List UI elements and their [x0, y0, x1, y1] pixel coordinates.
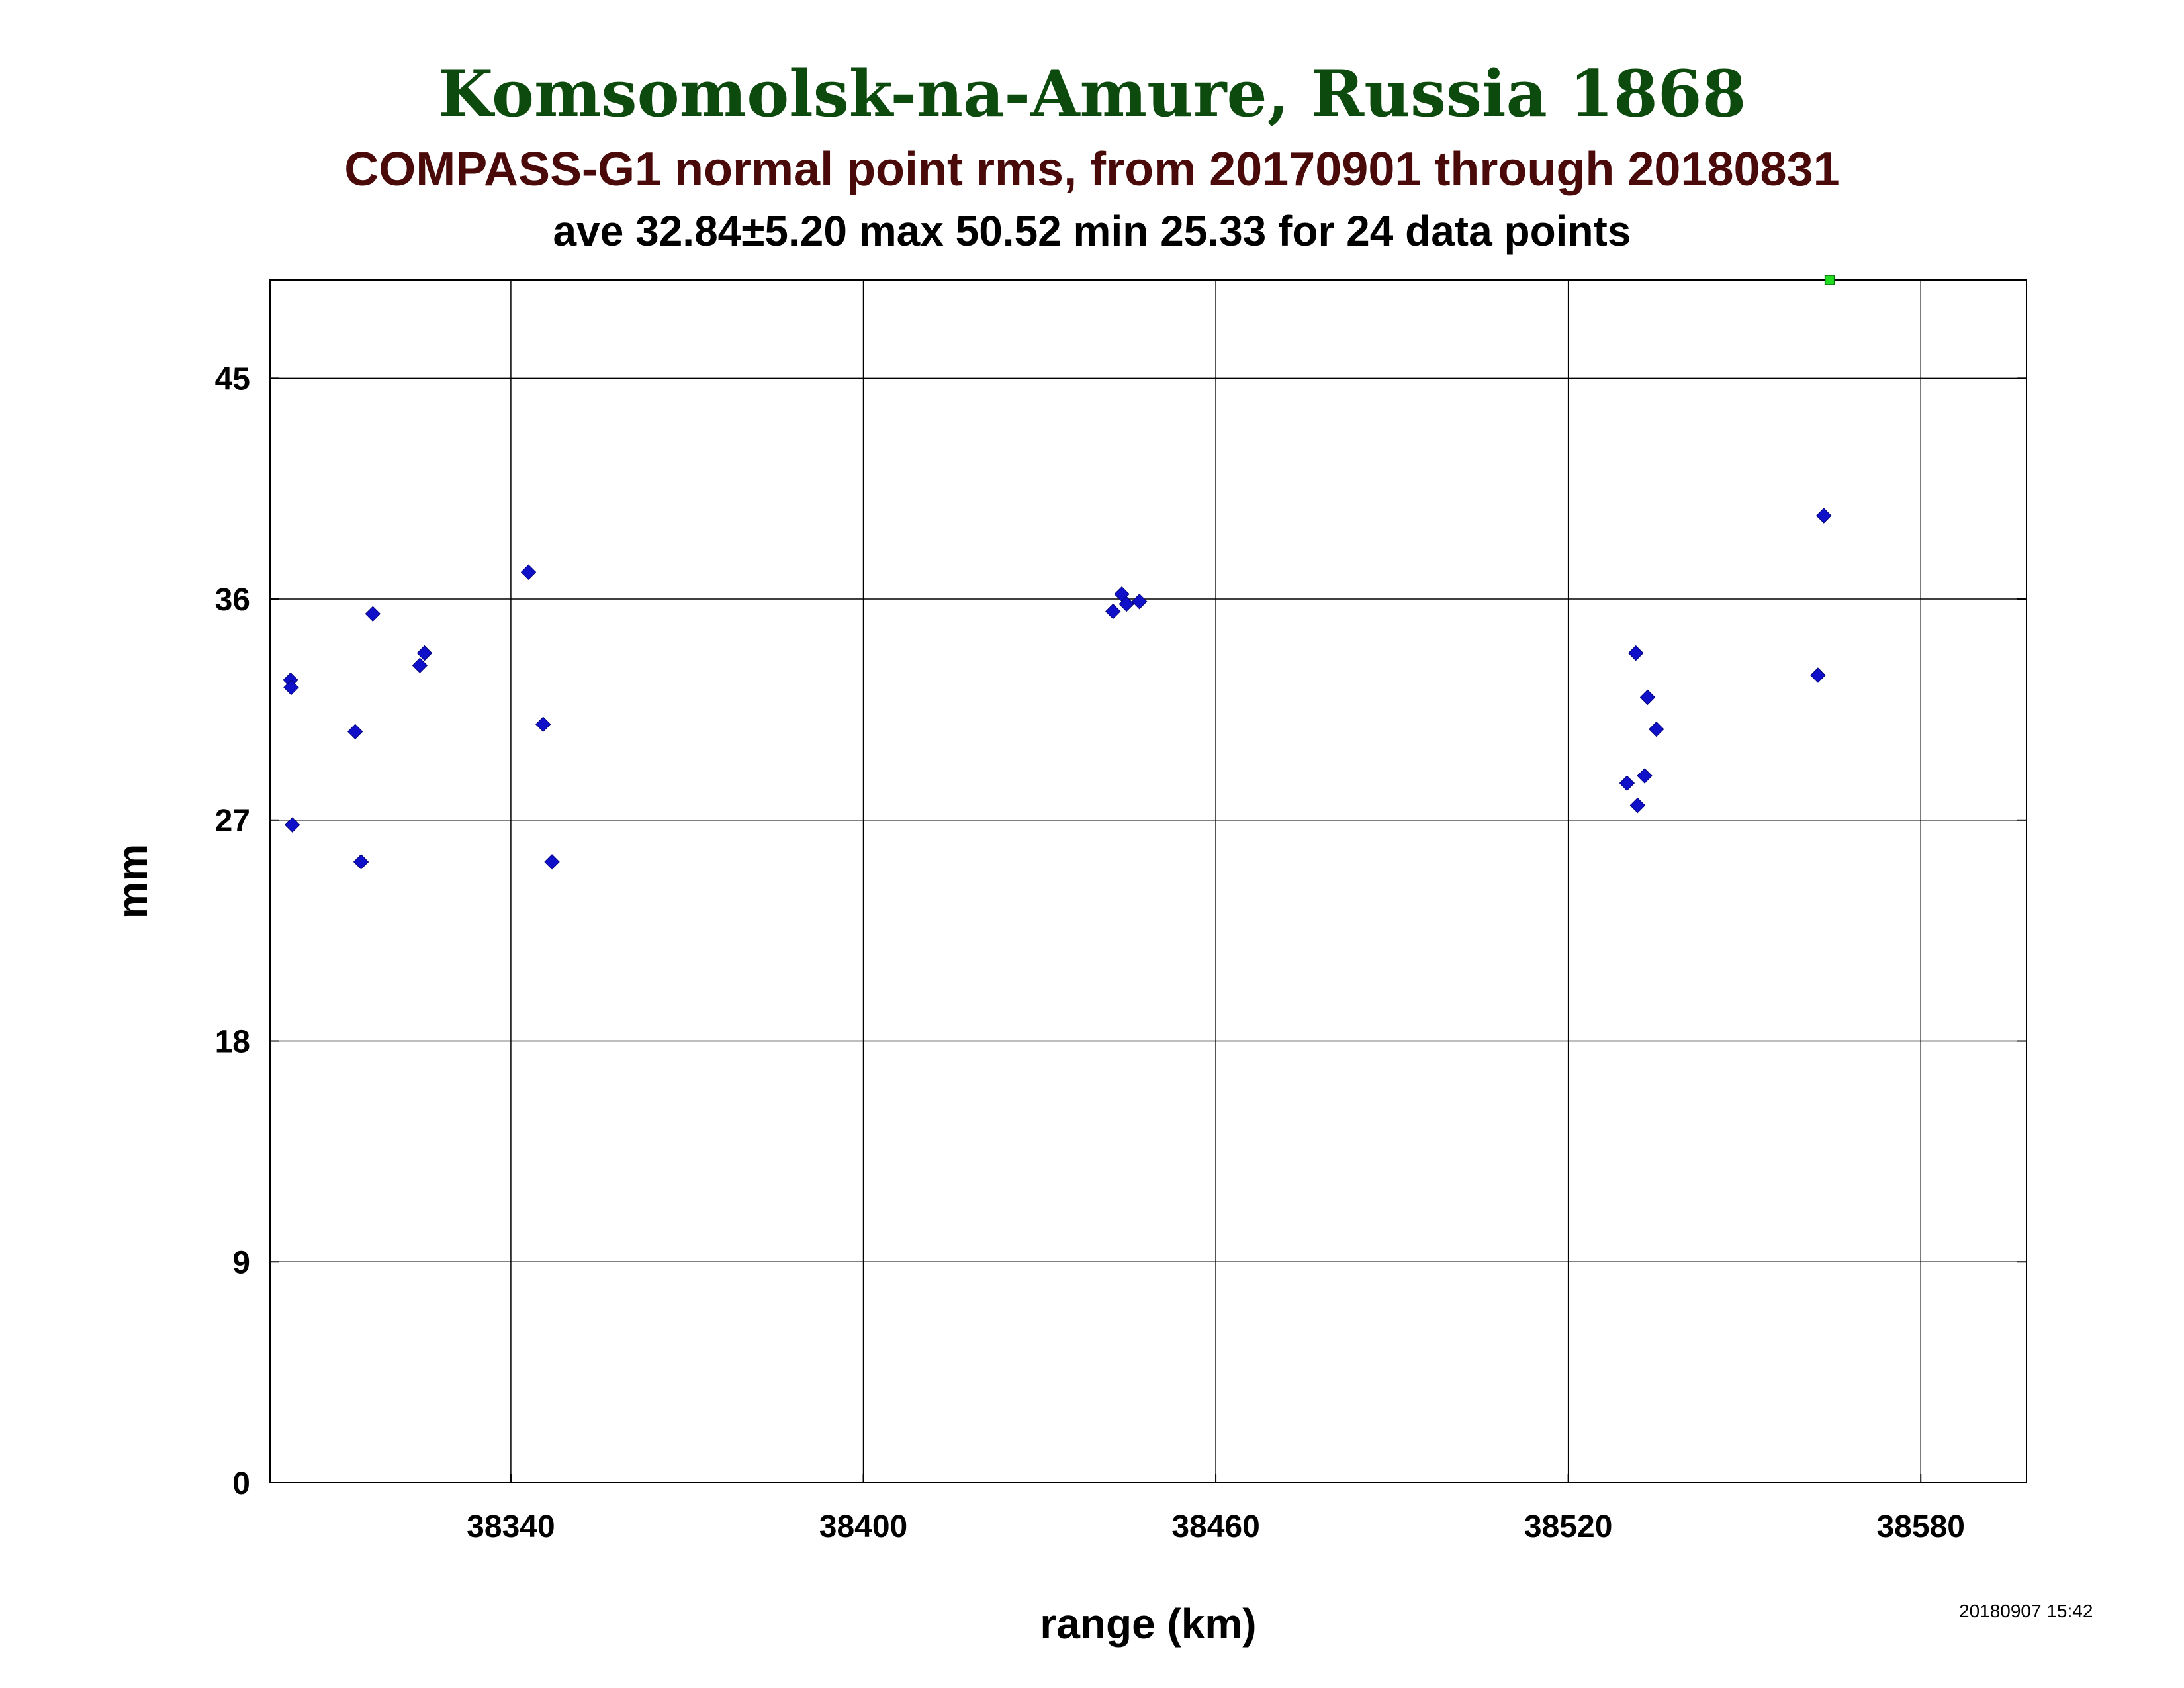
- x-tick-label: 38340: [467, 1509, 555, 1544]
- y-tick-label: 18: [215, 1025, 250, 1060]
- data-point: [1118, 596, 1134, 612]
- data-points: [283, 275, 1835, 870]
- data-point: [544, 854, 560, 870]
- data-point: [1105, 603, 1121, 620]
- data-point: [1131, 594, 1148, 610]
- data-point: [1649, 721, 1664, 737]
- y-axis-label: mm: [109, 844, 156, 919]
- data-point: [347, 724, 363, 740]
- y-tick-label: 36: [215, 583, 250, 618]
- data-point: [283, 679, 299, 696]
- x-tick-label: 38580: [1876, 1509, 1964, 1544]
- x-tick-label: 38400: [819, 1509, 907, 1544]
- data-point: [535, 716, 551, 732]
- data-point: [1637, 768, 1653, 784]
- chart-stats: ave 32.84±5.20 max 50.52 min 25.33 for 2…: [553, 207, 1631, 255]
- data-point: [1639, 689, 1656, 706]
- data-point: [416, 645, 433, 661]
- data-point: [1619, 775, 1635, 791]
- data-point: [520, 564, 537, 580]
- data-point: [365, 606, 381, 622]
- data-point-outlier: [1824, 275, 1835, 285]
- data-point: [353, 854, 369, 870]
- y-tick-label: 27: [215, 804, 250, 839]
- y-tick-label: 9: [232, 1245, 250, 1280]
- x-tick-label: 38520: [1524, 1509, 1612, 1544]
- chart-subtitle: COMPASS-G1 normal point rms, from 201709…: [344, 143, 1840, 196]
- data-point: [1628, 645, 1644, 661]
- x-axis-label: range (km): [1040, 1600, 1256, 1648]
- data-point: [285, 817, 300, 833]
- data-point: [1629, 797, 1646, 814]
- grid: [270, 280, 2026, 1483]
- plot-frame: [269, 279, 2027, 1483]
- y-tick-label: 45: [215, 361, 250, 397]
- x-tick-label: 38460: [1171, 1509, 1259, 1544]
- chart-title: Komsomolsk-na-Amure, Russia 1868: [437, 56, 1747, 131]
- timestamp: 20180907 15:42: [1959, 1601, 2093, 1621]
- y-tick-label: 0: [232, 1466, 250, 1501]
- axis-ticks: 38340 38400 38460 38520 38580 0 9 18 27 36 45: [215, 361, 2026, 1544]
- data-point: [412, 657, 428, 673]
- data-point: [1816, 508, 1832, 524]
- data-point: [1810, 667, 1826, 683]
